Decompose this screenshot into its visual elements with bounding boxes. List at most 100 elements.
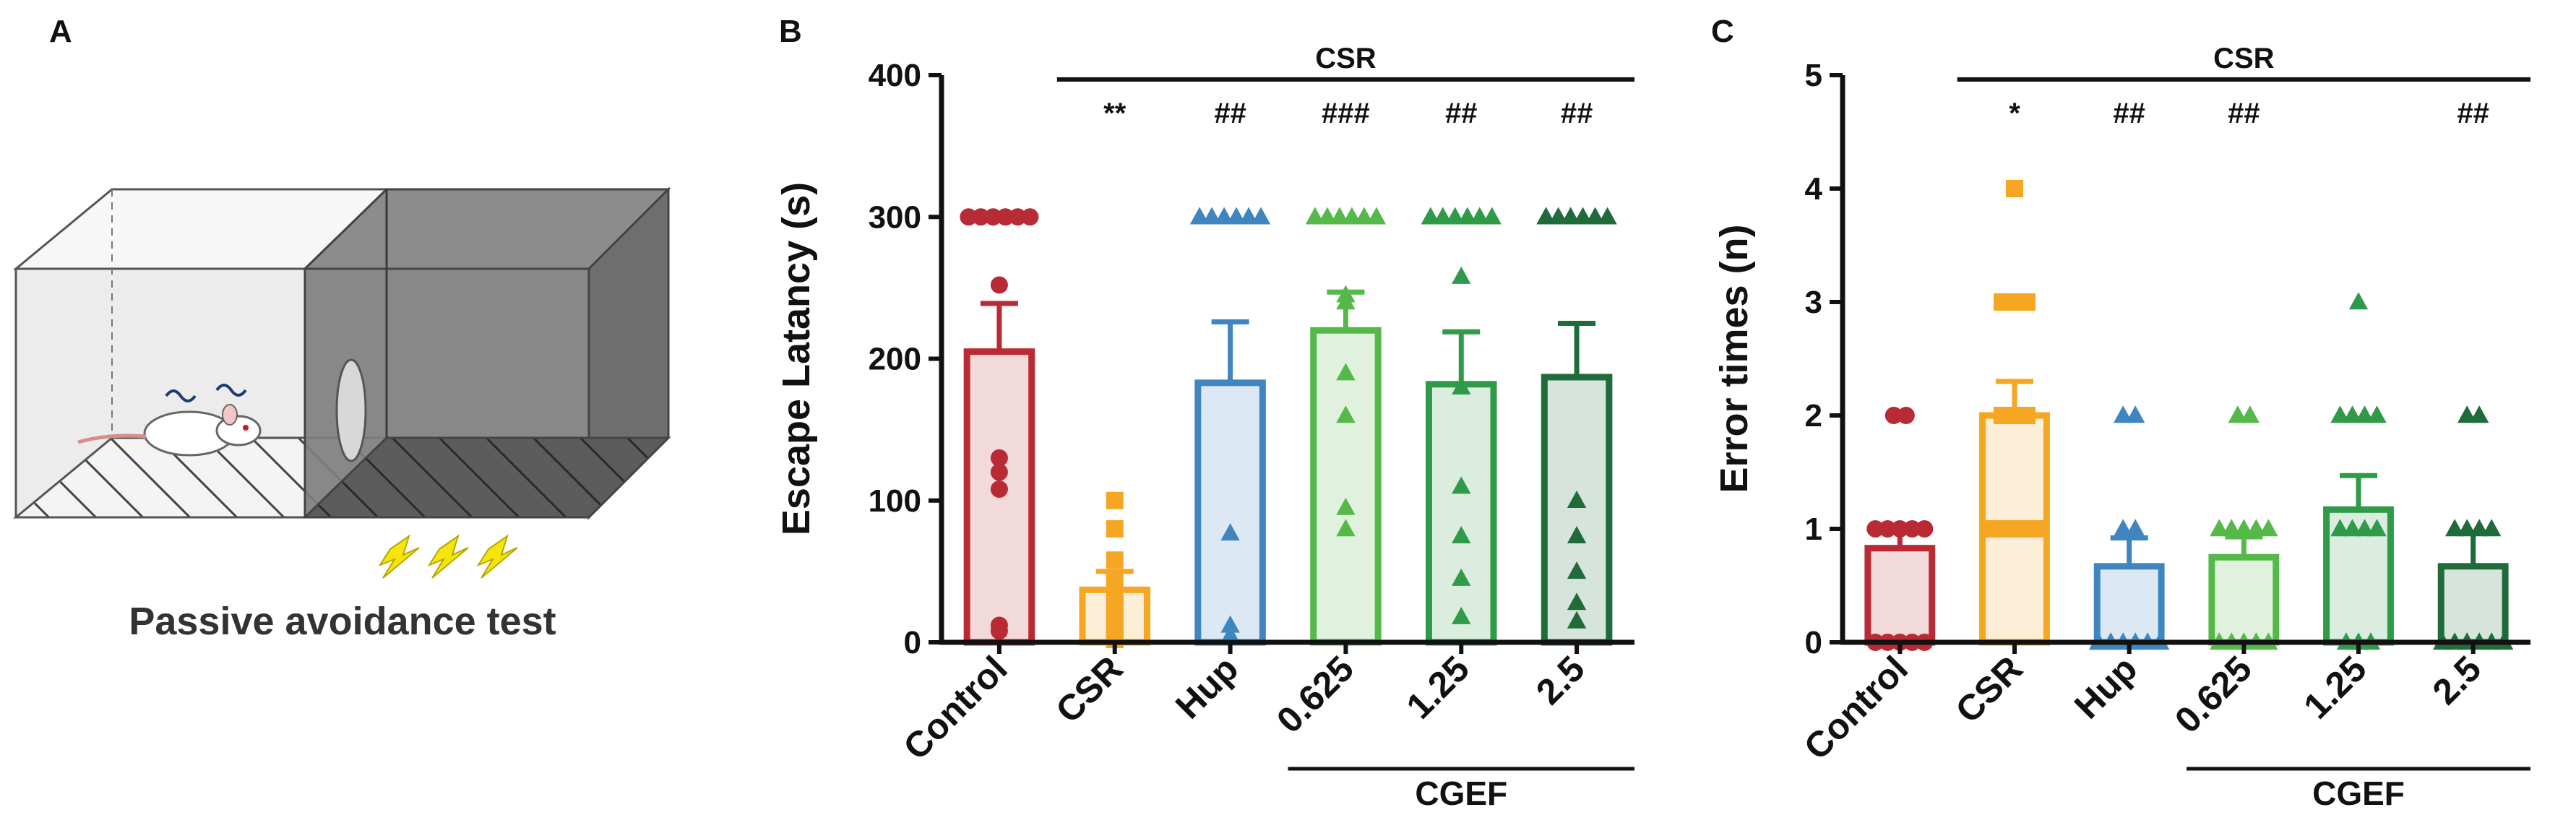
data-point — [2030, 520, 2048, 538]
x-tick-label: 1.25 — [1399, 648, 1477, 726]
data-point — [1251, 207, 1271, 225]
x-tick-label: 0.625 — [1269, 648, 1361, 741]
data-point — [2343, 519, 2362, 537]
data-point — [2330, 405, 2350, 423]
data-point — [1470, 207, 1489, 225]
data-point — [1189, 207, 1210, 225]
data-point — [1214, 207, 1234, 225]
data-point — [1879, 520, 1897, 538]
data-point — [2018, 293, 2036, 311]
data-point — [1457, 207, 1477, 225]
panel-a-letter: A — [49, 14, 72, 49]
y-tick-label: 200 — [869, 342, 921, 377]
x-tick-label: 2.5 — [1528, 648, 1593, 712]
data-point — [1452, 476, 1471, 494]
x-tick-label: CSR — [1048, 648, 1130, 730]
panel-c-letter: C — [1711, 14, 1734, 49]
data-point — [2125, 519, 2145, 537]
data-point — [1452, 266, 1471, 284]
data-point — [1106, 551, 1124, 569]
data-point — [2330, 519, 2350, 537]
data-point — [1567, 526, 1587, 544]
bar — [1864, 545, 1936, 646]
y-tick-label: 0 — [904, 625, 921, 660]
data-point — [1354, 207, 1374, 225]
data-point — [1220, 523, 1240, 541]
data-point — [1567, 490, 1587, 508]
data-point — [2355, 519, 2374, 537]
significance-mark: ## — [1561, 98, 1593, 129]
data-point — [1445, 207, 1465, 225]
data-point — [960, 208, 978, 226]
data-point — [1330, 207, 1350, 225]
data-point — [1561, 207, 1580, 225]
x-tick-label: Control — [1796, 648, 1916, 767]
y-tick-label: 5 — [1805, 58, 1822, 93]
data-point — [1021, 208, 1039, 226]
data-point — [1202, 207, 1222, 225]
significance-mark: ## — [1214, 98, 1246, 129]
data-point — [990, 449, 1008, 467]
data-point — [990, 622, 1008, 640]
data-point — [2113, 405, 2133, 423]
data-point — [2259, 519, 2278, 537]
passive-avoidance-apparatus — [12, 186, 671, 579]
data-point — [2348, 292, 2369, 310]
y-tick-label: 300 — [869, 199, 921, 235]
data-point — [2444, 519, 2465, 537]
significance-mark: ** — [1103, 98, 1127, 129]
data-point — [1106, 491, 1124, 509]
data-point — [990, 276, 1008, 294]
bracket-label: CSR — [2213, 43, 2275, 74]
y-tick-label: 2 — [1805, 398, 1822, 434]
significance-mark: ## — [2113, 98, 2145, 129]
data-point — [2240, 405, 2260, 423]
data-point — [1548, 207, 1568, 225]
y-tick-label: 0 — [1805, 625, 1822, 660]
points-layer — [960, 207, 1617, 649]
bar — [1310, 327, 1382, 646]
y-tick-label: 3 — [1805, 285, 1822, 320]
data-point — [2113, 519, 2133, 537]
y-tick-label: 100 — [869, 483, 921, 519]
door-opening — [335, 358, 367, 462]
data-point — [2006, 180, 2023, 197]
data-point — [1897, 407, 1915, 424]
y-axis-title: Escape Latancy (s) — [775, 182, 818, 535]
data-point — [2457, 519, 2477, 537]
data-point — [1567, 592, 1587, 611]
data-point — [2125, 405, 2145, 423]
data-point — [1336, 405, 1356, 423]
mouse-icon — [77, 384, 262, 457]
data-point — [1336, 292, 1356, 310]
data-point — [1573, 207, 1593, 225]
data-point — [2343, 405, 2362, 423]
data-point — [1916, 520, 1934, 538]
data-point — [1866, 520, 1884, 538]
panel-a-caption: Passive avoidance test — [129, 600, 556, 643]
x-tick-label: CSR — [1948, 648, 2030, 730]
data-point — [1452, 526, 1471, 544]
data-point — [2481, 519, 2502, 537]
group-label: CGEF — [2312, 775, 2405, 812]
significance-mark: ## — [1445, 98, 1478, 129]
significance-mark: ### — [1322, 98, 1370, 129]
dark-chamber-floor — [302, 436, 671, 519]
significance-mark: ## — [2228, 98, 2260, 129]
data-point — [1366, 207, 1387, 225]
data-point — [2228, 405, 2248, 423]
data-point — [1482, 207, 1502, 225]
data-point — [1305, 207, 1325, 225]
data-point — [1452, 606, 1471, 624]
bar — [2093, 563, 2165, 646]
data-point — [1567, 611, 1587, 629]
data-point — [2234, 519, 2254, 537]
data-point — [2457, 405, 2477, 423]
x-tick-label: 1.25 — [2296, 648, 2374, 726]
data-point — [996, 208, 1015, 226]
data-point — [972, 208, 990, 226]
x-tick-label: Hup — [1168, 648, 1246, 726]
data-point — [2367, 519, 2387, 537]
bars-layer — [1864, 379, 2509, 646]
significance-mark: ## — [2457, 98, 2489, 129]
